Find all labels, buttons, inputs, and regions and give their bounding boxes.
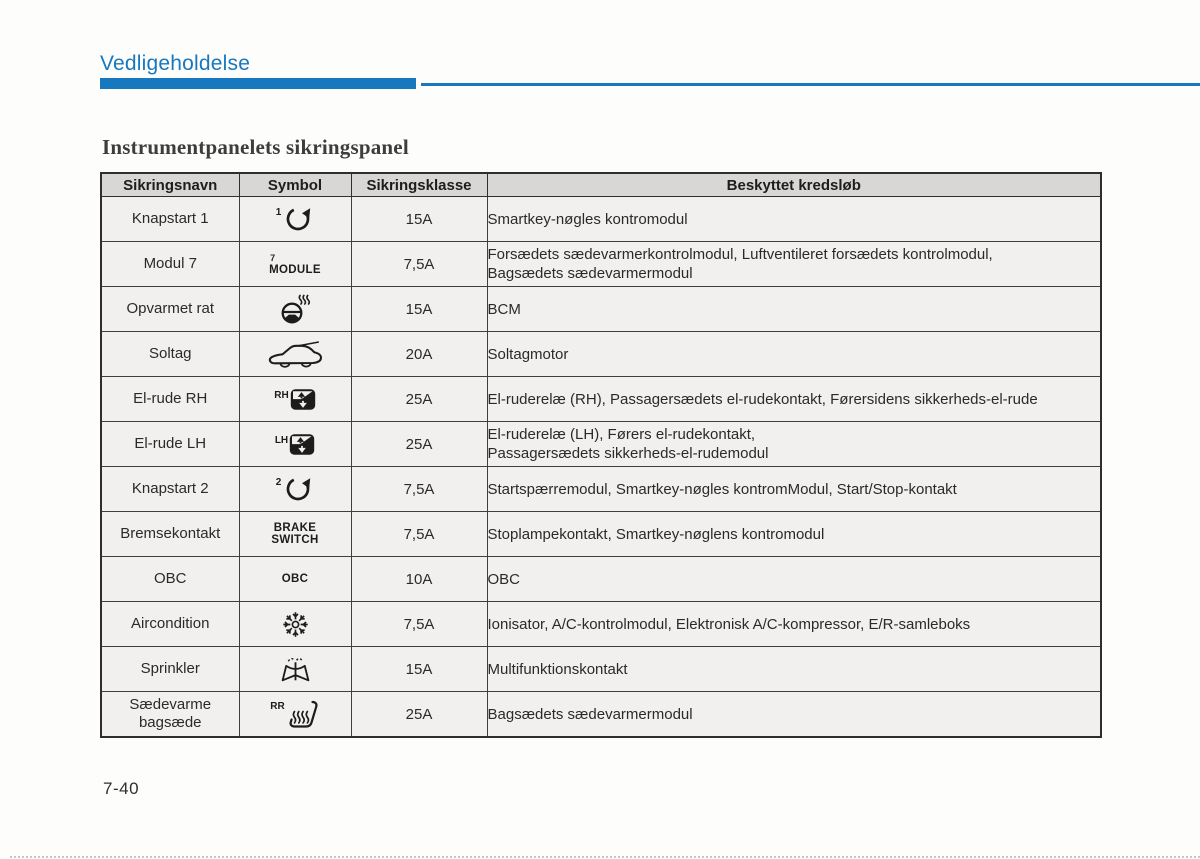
symbol-cell: 7 MODULE <box>238 241 352 287</box>
table-row: Sprinkler 15A Multifunktionskontakt <box>100 646 1102 692</box>
page-title: Instrumentpanelets sikringspanel <box>102 135 409 159</box>
header-rule-thin <box>421 83 1200 86</box>
fuse-name-cell: Sprinkler <box>100 646 240 692</box>
rating-cell: 15A <box>350 196 488 242</box>
symbol-cell: BRAKE SWITCH <box>238 511 352 557</box>
rating-cell: 10A <box>350 556 488 602</box>
table-row: Knapstart 2 2 7,5A Startspærremodul, Sma… <box>100 466 1102 512</box>
symbol-cell: 2 <box>238 466 352 512</box>
fuse-name-cell: Knapstart 1 <box>100 196 240 242</box>
rating-cell: 7,5A <box>350 466 488 512</box>
column-header-fuse-name: Sikringsnavn <box>100 172 240 197</box>
brake-switch-label: BRAKE SWITCH <box>271 522 319 546</box>
table-row: Soltag 20A Soltagmotor <box>100 331 1102 377</box>
table-row: Aircondition <box>100 601 1102 647</box>
table-row: Opvarmet rat 15A BCM <box>100 286 1102 332</box>
rating-cell: 25A <box>350 376 488 422</box>
table-row: Modul 7 7 MODULE 7,5A Forsædets sædevarm… <box>100 241 1102 287</box>
fuse-name-cell: OBC <box>100 556 240 602</box>
rating-cell: 20A <box>350 331 488 377</box>
symbol-cell <box>238 646 352 692</box>
circuit-cell: Smartkey-nøgles kontromodul <box>486 196 1102 242</box>
symbol-cell: LH <box>238 421 352 467</box>
circuit-cell: Stoplampekontakt, Smartkey-nøglens kontr… <box>486 511 1102 557</box>
rating-cell: 7,5A <box>350 241 488 287</box>
fuse-table: Sikringsnavn Symbol Sikringsklasse Besky… <box>100 172 1102 738</box>
symbol-sup-text: LH <box>274 434 289 446</box>
page-number: 7-40 <box>103 779 140 798</box>
circuit-cell: El-ruderelæ (RH), Passagersædets el-rude… <box>486 376 1102 422</box>
rating-cell: 7,5A <box>350 601 488 647</box>
header-rule-thick <box>100 78 416 89</box>
fuse-name-cell: El-rude LH <box>100 421 240 467</box>
table-row: Sædevarme bagsæde RR 25A <box>100 691 1102 738</box>
fuse-name-cell: Knapstart 2 <box>100 466 240 512</box>
snowflake-icon <box>281 611 309 638</box>
symbol-cell: RR <box>238 691 352 738</box>
module-7-label: 7 MODULE <box>269 252 321 276</box>
power-window-icon <box>289 433 315 455</box>
fuse-name-cell: Sædevarme bagsæde <box>100 691 240 738</box>
circuit-cell: Ionisator, A/C-kontrolmodul, Elektronisk… <box>486 601 1102 647</box>
circuit-cell: Bagsædets sædevarmermodul <box>486 691 1102 738</box>
symbol-cell <box>238 331 352 377</box>
table-header-row: Sikringsnavn Symbol Sikringsklasse Besky… <box>100 172 1102 197</box>
symbol-cell <box>238 601 352 647</box>
symbol-sup-text: RH <box>274 389 289 401</box>
circuit-cell: Startspærremodul, Smartkey-nøgles kontro… <box>486 466 1102 512</box>
fuse-name-cell: Modul 7 <box>100 241 240 287</box>
circuit-cell: BCM <box>486 286 1102 332</box>
column-header-symbol: Symbol <box>238 172 352 197</box>
symbol-cell <box>238 286 352 332</box>
heated-steering-wheel-icon <box>281 294 311 324</box>
fuse-name-cell: El-rude RH <box>100 376 240 422</box>
fuse-name-cell: Bremsekontakt <box>100 511 240 557</box>
symbol-sup-text: 2 <box>275 477 282 488</box>
obc-label: OBC <box>281 573 309 585</box>
symbol-sup-text: 1 <box>275 207 282 218</box>
ignition-cycle-icon <box>286 208 311 231</box>
rating-cell: 15A <box>350 646 488 692</box>
rating-cell: 7,5A <box>350 511 488 557</box>
table-row: Knapstart 1 1 15A Smartkey-nøgles kontro… <box>100 196 1102 242</box>
symbol-cell: 1 <box>238 196 352 242</box>
rating-cell: 25A <box>350 691 488 738</box>
rating-cell: 15A <box>350 286 488 332</box>
heated-seat-icon <box>289 700 318 728</box>
table-row: OBC OBC 10A OBC <box>100 556 1102 602</box>
windshield-washer-icon <box>281 657 309 681</box>
fuse-name-cell: Opvarmet rat <box>100 286 240 332</box>
rating-cell: 25A <box>350 421 488 467</box>
symbol-sup-text: RR <box>270 700 285 712</box>
fuse-name-cell: Aircondition <box>100 601 240 647</box>
sunroof-car-icon <box>268 340 323 368</box>
circuit-cell: Multifunktionskontakt <box>486 646 1102 692</box>
circuit-cell: Soltagmotor <box>486 331 1102 377</box>
circuit-cell: Forsædets sædevarmerkontrolmodul, Luftve… <box>486 241 1102 287</box>
table-row: El-rude RH RH 25A El-ruderelæ (RH), Pass… <box>100 376 1102 422</box>
column-header-circuit: Beskyttet kredsløb <box>486 172 1102 197</box>
section-title: Vedligeholdelse <box>100 52 251 75</box>
ignition-cycle-icon <box>286 478 311 501</box>
scan-edge-artifact <box>10 856 1200 858</box>
fuse-name-cell: Soltag <box>100 331 240 377</box>
table-row: Bremsekontakt BRAKE SWITCH 7,5A Stoplamp… <box>100 511 1102 557</box>
power-window-icon <box>290 388 315 410</box>
symbol-cell: OBC <box>238 556 352 602</box>
symbol-cell: RH <box>238 376 352 422</box>
table-row: El-rude LH LH 25A El-ruderelæ (LH), Føre… <box>100 421 1102 467</box>
column-header-rating: Sikringsklasse <box>350 172 488 197</box>
circuit-cell: El-ruderelæ (LH), Førers el-rudekontakt,… <box>486 421 1102 467</box>
circuit-cell: OBC <box>486 556 1102 602</box>
